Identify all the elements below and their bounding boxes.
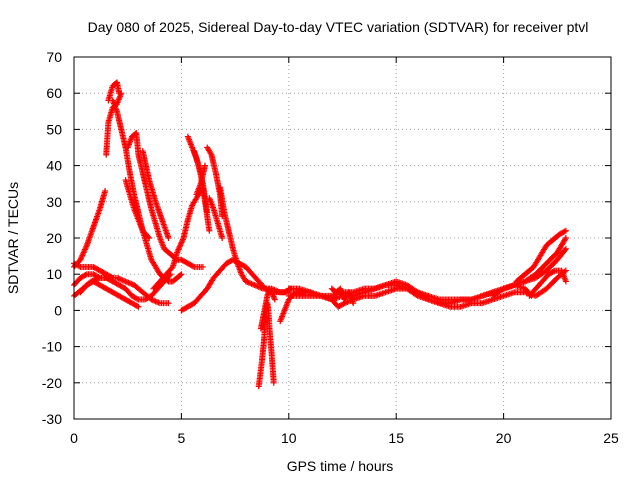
chart-title: Day 080 of 2025, Sidereal Day-to-day VTE… — [88, 19, 589, 35]
y-tick-label: 50 — [46, 121, 62, 137]
series-s13 — [206, 195, 226, 241]
data-point — [199, 263, 206, 270]
x-tick-label: 15 — [388, 430, 404, 446]
y-tick-label: -20 — [42, 375, 62, 391]
data-point — [134, 295, 141, 302]
data-point — [146, 235, 153, 241]
data-points — [71, 79, 569, 390]
data-point — [562, 245, 569, 252]
data-point — [76, 263, 83, 270]
series-s7 — [139, 148, 172, 241]
data-point — [528, 292, 535, 299]
data-point — [102, 187, 109, 194]
data-point — [562, 227, 569, 234]
data-point — [561, 228, 568, 235]
data-point — [562, 278, 569, 285]
series-s21 — [257, 285, 278, 332]
x-tick-label: 5 — [178, 430, 186, 446]
data-point — [206, 227, 213, 234]
y-tick-label: 0 — [54, 302, 62, 318]
y-tick-label: 40 — [46, 158, 62, 174]
data-point — [562, 236, 569, 243]
series-s26 — [513, 227, 569, 285]
data-point — [270, 379, 277, 386]
data-point — [82, 271, 89, 278]
y-tick-label: -30 — [42, 411, 62, 427]
data-point — [267, 288, 274, 295]
data-point — [350, 300, 357, 307]
data-point — [562, 235, 569, 241]
series-s20 — [255, 300, 277, 390]
y-tick-label: 10 — [46, 266, 62, 282]
series-s19 — [71, 260, 116, 281]
data-point — [202, 162, 209, 169]
data-point — [550, 268, 557, 275]
series-s11 — [193, 162, 209, 198]
data-point — [166, 272, 173, 279]
series-s18 — [77, 278, 142, 310]
data-point — [340, 300, 347, 307]
data-point — [561, 247, 568, 254]
y-tick-label: 30 — [46, 194, 62, 210]
data-point — [116, 90, 123, 97]
data-point — [135, 303, 142, 310]
axis-ticks: 0 5 10 15 20 25 -30 -20 -10 0 10 20 30 40 50 60 70 — [42, 49, 619, 446]
data-point — [108, 274, 115, 281]
series-s14 — [217, 184, 292, 296]
data-point — [109, 274, 116, 281]
series-s6 — [122, 177, 153, 241]
data-point — [271, 296, 278, 303]
x-tick-label: 0 — [70, 430, 78, 446]
series-s5 — [124, 130, 206, 270]
data-point — [145, 233, 152, 240]
data-point — [219, 235, 226, 241]
series-s3 — [105, 79, 123, 104]
data-point — [189, 263, 196, 270]
plot-frame — [73, 56, 612, 420]
data-point — [134, 303, 141, 310]
data-point — [204, 209, 211, 216]
y-tick-label: 60 — [46, 85, 62, 101]
y-tick-label: 20 — [46, 230, 62, 246]
y-tick-label: -10 — [42, 339, 62, 355]
x-tick-label: 20 — [496, 430, 512, 446]
x-axis-label: GPS time / hours — [287, 458, 394, 474]
data-point — [165, 300, 172, 307]
x-tick-label: 10 — [281, 430, 297, 446]
data-point — [178, 271, 185, 278]
series-s24 — [285, 267, 569, 310]
x-tick-label: 25 — [603, 430, 619, 446]
data-point — [165, 235, 172, 241]
y-tick-label: 70 — [46, 49, 62, 65]
series-s1 — [71, 187, 109, 270]
data-point — [167, 271, 174, 278]
y-axis-label: SDTVAR / TECUs — [5, 182, 21, 294]
data-point — [177, 272, 184, 279]
grid-lines — [74, 57, 611, 419]
data-point — [527, 291, 534, 298]
series-s25 — [328, 285, 357, 307]
series-s28 — [489, 282, 535, 299]
series-s2 — [103, 90, 125, 158]
